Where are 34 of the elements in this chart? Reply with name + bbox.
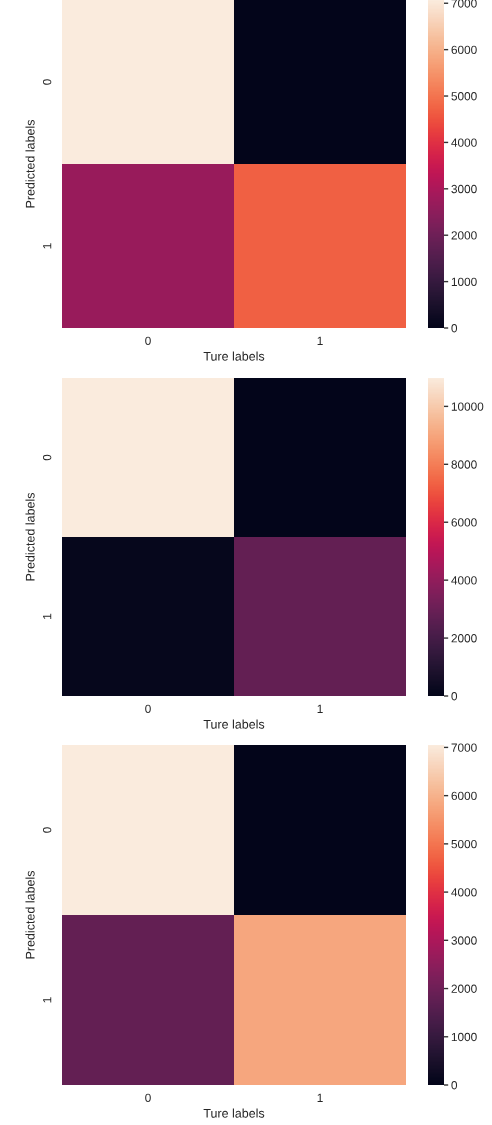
color-bar-label: 0 (451, 324, 458, 333)
color-bar-label: 6000 (451, 45, 477, 55)
color-bar-label: 4000 (451, 888, 477, 897)
color-bar-label: 4000 (451, 138, 477, 147)
color-bar-label: 4000 (451, 576, 477, 585)
color-bar-label: 3000 (451, 184, 477, 194)
color-bar-label: 0 (451, 1081, 458, 1090)
color-bar-label: 6000 (451, 791, 477, 801)
y-tick-label: 1 (43, 243, 52, 249)
y-tick-label: 1 (43, 613, 52, 619)
color-bar-label: 8000 (451, 460, 477, 469)
y-axis-title: Predicted labels (25, 492, 35, 581)
y-axis-title: Predicted labels (25, 870, 35, 959)
color-bar-label: 1000 (451, 277, 477, 286)
x-axis-title: Ture labels (203, 351, 265, 361)
color-bar-label: 2000 (451, 634, 477, 643)
x-axis-title: Ture labels (203, 1108, 265, 1118)
y-axis-title: Predicted labels (25, 119, 35, 208)
color-bar-label: 1000 (451, 1032, 477, 1042)
x-axis-title: Ture labels (203, 719, 265, 729)
color-bar-label: 7000 (451, 0, 477, 8)
color-bar-label: 6000 (451, 518, 477, 527)
color-bar-label: 2000 (451, 231, 477, 240)
color-bar-label: 2000 (451, 984, 477, 993)
color-bar-label: 0 (451, 692, 458, 701)
y-tick-label: 1 (43, 997, 52, 1003)
color-bar-label: 10000 (451, 402, 484, 411)
color-bar-label: 5000 (451, 92, 477, 101)
color-bar-label: 5000 (451, 839, 477, 849)
y-tick-label: 0 (42, 827, 52, 833)
color-bar-label: 3000 (451, 936, 477, 945)
y-tick-label: 0 (42, 454, 52, 461)
y-tick-label: 0 (42, 79, 52, 85)
color-bar-label: 7000 (451, 743, 477, 752)
